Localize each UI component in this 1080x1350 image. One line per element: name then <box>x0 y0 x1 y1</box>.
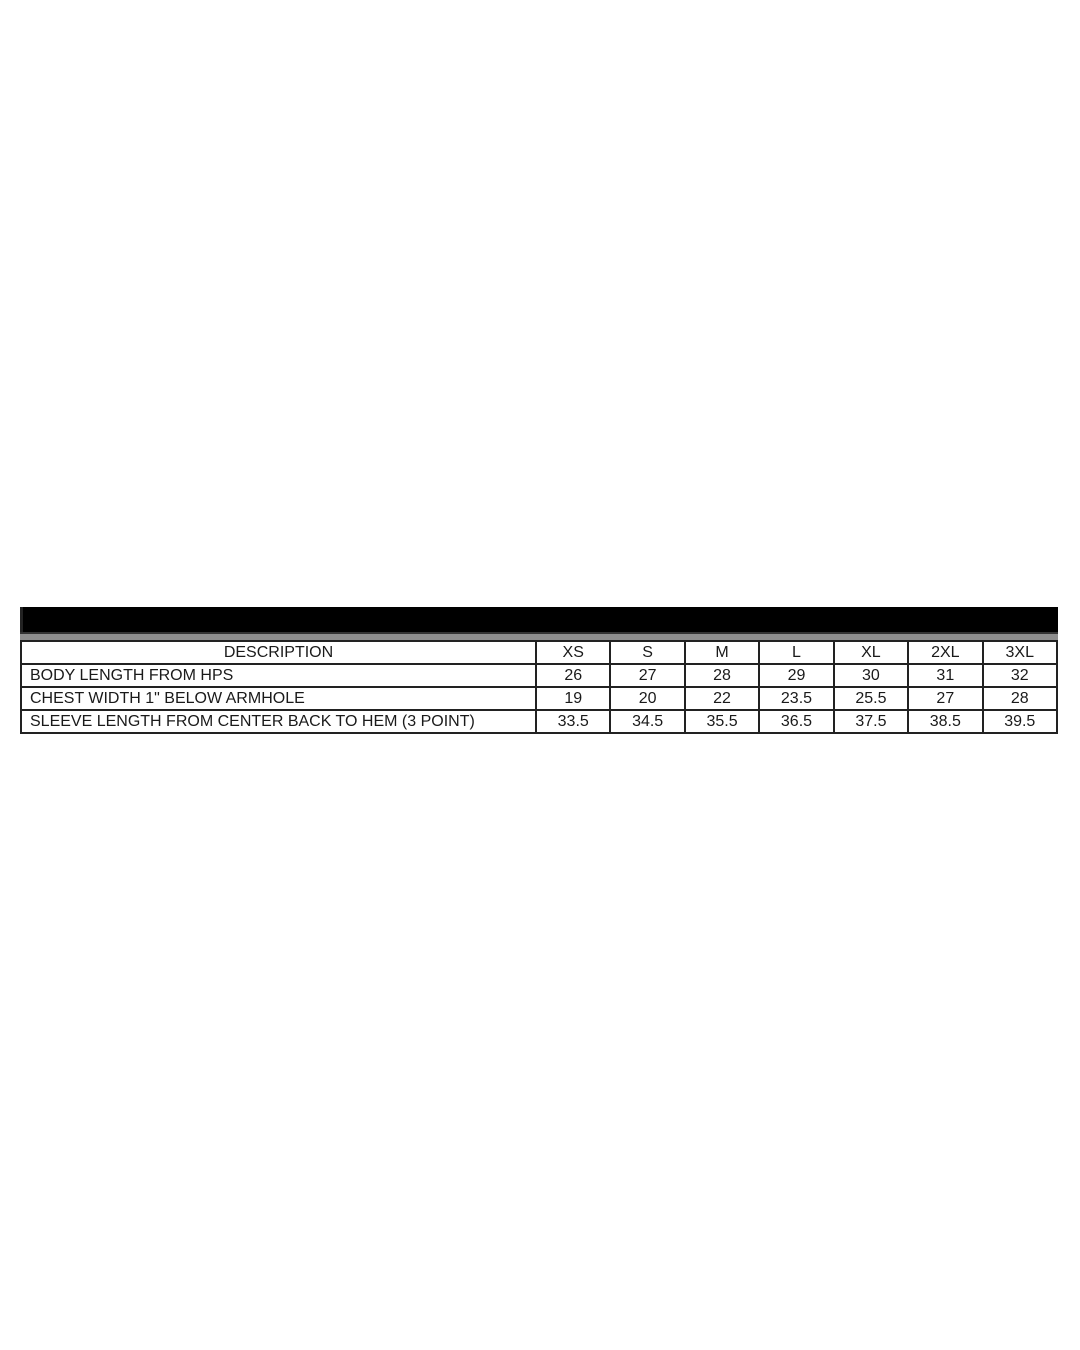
table-row: SLEEVE LENGTH FROM CENTER BACK TO HEM (3… <box>20 709 1059 734</box>
measurement-cell: 31 <box>907 663 984 688</box>
measurement-cell: 22 <box>683 686 761 711</box>
measurement-cell: 35.5 <box>683 709 761 734</box>
row-label: SLEEVE LENGTH FROM CENTER BACK TO HEM (3… <box>20 709 537 734</box>
description-header: DESCRIPTION <box>20 640 537 665</box>
size-header: XS <box>534 640 612 665</box>
size-header: 2XL <box>907 640 984 665</box>
table-header-row: DESCRIPTION XS S M L XL 2XL 3XL <box>20 640 1059 665</box>
measurement-cell: 36.5 <box>758 709 835 734</box>
measurement-cell: 33.5 <box>534 709 612 734</box>
size-chart: DESCRIPTION XS S M L XL 2XL 3XL BODY LEN… <box>20 607 1059 734</box>
measurement-cell: 23.5 <box>758 686 835 711</box>
size-header: S <box>609 640 686 665</box>
size-header: M <box>683 640 761 665</box>
measurement-cell: 27 <box>907 686 984 711</box>
measurement-cell: 28 <box>981 686 1059 711</box>
size-header: XL <box>832 640 910 665</box>
size-header: L <box>758 640 835 665</box>
measurement-cell: 37.5 <box>832 709 910 734</box>
row-label: CHEST WIDTH 1" BELOW ARMHOLE <box>20 686 537 711</box>
measurement-cell: 27 <box>609 663 686 688</box>
measurement-cell: 26 <box>534 663 612 688</box>
measurement-cell: 34.5 <box>609 709 686 734</box>
measurement-cell: 20 <box>609 686 686 711</box>
measurement-cell: 38.5 <box>907 709 984 734</box>
table-row: BODY LENGTH FROM HPS 26 27 28 29 30 31 32 <box>20 663 1059 688</box>
measurement-cell: 29 <box>758 663 835 688</box>
header-divider <box>20 632 1058 640</box>
measurement-cell: 28 <box>683 663 761 688</box>
header-bar <box>20 607 1058 632</box>
size-header: 3XL <box>981 640 1059 665</box>
measurement-cell: 30 <box>832 663 910 688</box>
measurement-cell: 25.5 <box>832 686 910 711</box>
row-label: BODY LENGTH FROM HPS <box>20 663 537 688</box>
size-table: DESCRIPTION XS S M L XL 2XL 3XL BODY LEN… <box>20 640 1059 734</box>
table-row: CHEST WIDTH 1" BELOW ARMHOLE 19 20 22 23.5 25… <box>20 686 1059 711</box>
measurement-cell: 39.5 <box>981 709 1059 734</box>
measurement-cell: 32 <box>981 663 1059 688</box>
measurement-cell: 19 <box>534 686 612 711</box>
